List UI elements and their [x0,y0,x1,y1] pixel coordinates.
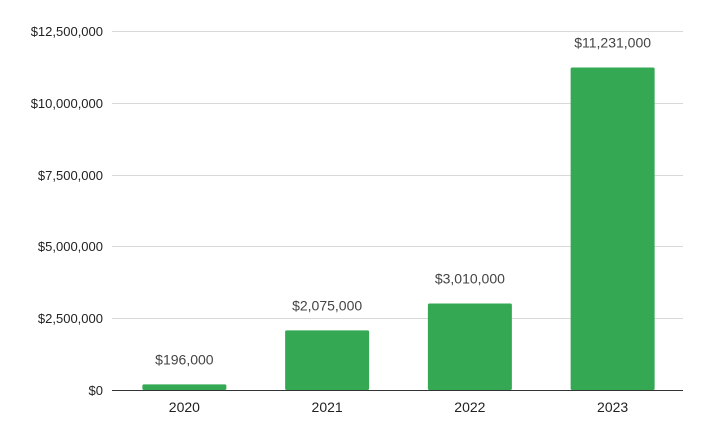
y-tick-label: $7,500,000 [38,168,103,183]
data-label-2022: $3,010,000 [435,271,505,287]
x-tick-label-2021: 2021 [312,399,343,415]
data-labels: $196,000 $2,075,000 $3,010,000 $11,231,000 [155,34,651,367]
y-tick-label: $5,000,000 [38,239,103,254]
y-tick-label: $12,500,000 [31,24,103,39]
data-label-2021: $2,075,000 [292,297,362,313]
x-tick-label-2022: 2022 [454,399,485,415]
bar-2022 [427,303,512,390]
y-axis-tick-labels: $0 $2,500,000 $5,000,000 $7,500,000 $10,000,… [31,24,103,398]
bar-2020 [142,384,227,390]
data-label-2020: $196,000 [155,351,214,367]
bar-2023 [570,67,655,390]
bars [142,67,655,390]
y-tick-label: $10,000,000 [31,96,103,111]
x-tick-label-2023: 2023 [597,399,628,415]
data-label-2023: $11,231,000 [574,34,651,50]
bar-2021 [285,330,370,390]
y-tick-label: $2,500,000 [38,311,103,326]
y-tick-label: $0 [89,383,103,398]
x-axis-tick-labels: 2020 2021 2022 2023 [169,399,629,415]
x-tick-label-2020: 2020 [169,399,200,415]
